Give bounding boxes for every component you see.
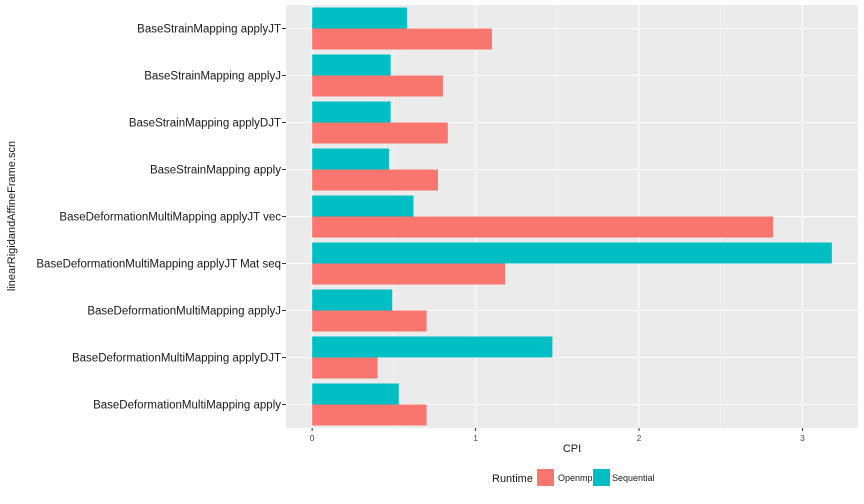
- bar-openmp: [312, 169, 438, 191]
- bar-sequential: [312, 242, 832, 264]
- legend-key-sequential: [593, 469, 610, 486]
- x-tick-label: 0: [310, 433, 315, 443]
- y-axis-title: linearRigidandAffineFrame.scn: [6, 141, 18, 291]
- bar-openmp: [312, 263, 505, 285]
- bar-openmp: [312, 216, 774, 238]
- bar-openmp: [312, 357, 378, 379]
- legend-label-sequential: Sequential: [612, 473, 655, 483]
- bar-sequential: [312, 289, 393, 311]
- bars: [312, 7, 832, 426]
- bar-sequential: [312, 101, 391, 123]
- category-label: BaseStrainMapping applyJT: [137, 24, 281, 36]
- legend-title: Runtime: [492, 473, 533, 485]
- bar-sequential: [312, 195, 414, 217]
- bar-openmp: [312, 122, 448, 144]
- category-label: BaseStrainMapping apply: [150, 165, 281, 177]
- bar-openmp: [312, 75, 443, 97]
- bar-sequential: [312, 7, 407, 29]
- bar-openmp: [312, 28, 492, 50]
- x-axis-title: CPI: [563, 443, 581, 455]
- x-tick-label: 3: [800, 433, 805, 443]
- category-label: BaseDeformationMultiMapping apply: [93, 400, 281, 412]
- legend-label-openmp: Openmp: [558, 473, 593, 483]
- legend-key-openmp: [537, 469, 554, 486]
- legend: Runtime Openmp Sequential: [492, 469, 655, 486]
- category-label: BaseDeformationMultiMapping applyJT Mat …: [36, 259, 281, 271]
- bar-sequential: [312, 148, 389, 170]
- bar-sequential: [312, 54, 391, 76]
- category-label: BaseDeformationMultiMapping applyJT vec: [59, 212, 281, 224]
- bar-openmp: [312, 404, 427, 426]
- x-tick-label: 1: [473, 433, 478, 443]
- bar-sequential: [312, 383, 399, 405]
- category-label: BaseStrainMapping applyDJT: [129, 118, 281, 130]
- category-label: BaseDeformationMultiMapping applyDJT: [72, 353, 281, 365]
- category-labels: BaseStrainMapping applyJT BaseStrainMappi…: [36, 24, 286, 412]
- category-label: BaseStrainMapping applyJ: [144, 71, 281, 83]
- bar-openmp: [312, 310, 427, 332]
- x-tick-label: 2: [637, 433, 642, 443]
- category-label: BaseDeformationMultiMapping applyJ: [87, 306, 281, 318]
- bar-sequential: [312, 336, 553, 358]
- x-tick-labels: 0 1 2 3: [310, 428, 805, 443]
